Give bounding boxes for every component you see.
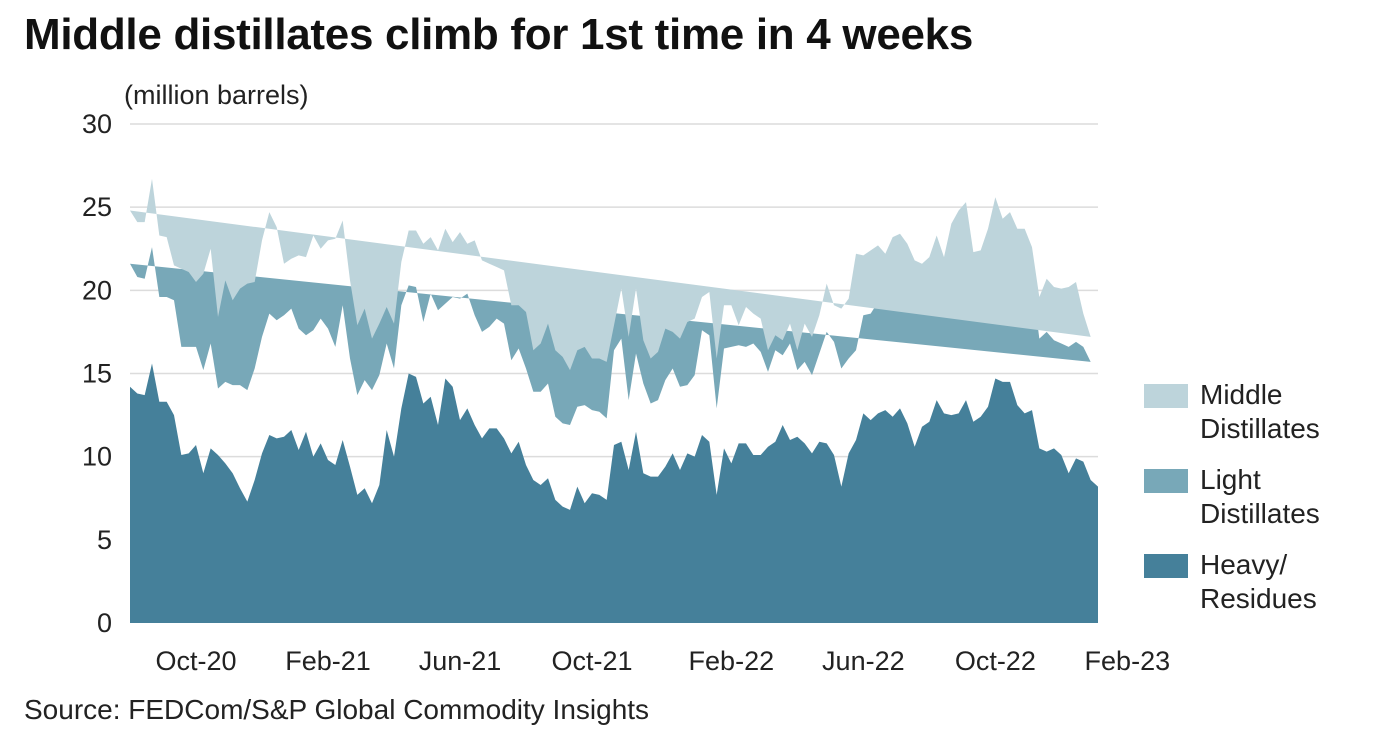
area-middle-distillates [130, 178, 1091, 371]
y-tick-label: 5 [97, 525, 112, 555]
area-heavy-residues [130, 363, 1098, 623]
x-axis-tick-labels: Oct-20 Feb-21 Jun-21 Oct-21 Feb-22 Jun-22 Oct-… [155, 646, 1170, 676]
legend-item-light-distillates: Light Distillates [1144, 463, 1370, 548]
y-tick-label: 30 [82, 109, 112, 139]
y-tick-label: 25 [82, 192, 112, 222]
legend-swatch-light-distillates [1144, 469, 1188, 493]
legend-item-middle-distillates: Middle Distillates [1144, 378, 1370, 463]
y-tick-label: 0 [97, 608, 112, 638]
legend-swatch-middle-distillates [1144, 384, 1188, 408]
y-tick-label: 20 [82, 275, 112, 305]
legend-item-heavy-residues: Heavy/Residues [1144, 548, 1370, 633]
y-tick-label: 10 [82, 442, 112, 472]
legend: Middle Distillates Light Distillates Heavy… [1144, 378, 1370, 633]
legend-swatch-heavy-residues [1144, 554, 1188, 578]
chart-title: Middle distillates climb for 1st time in… [24, 10, 974, 59]
x-tick-label-oct-20: Oct-20 [155, 646, 236, 676]
area-series [130, 178, 1098, 623]
x-tick-label-feb-21: Feb-21 [285, 646, 371, 676]
x-tick-label-oct-21: Oct-21 [551, 646, 632, 676]
x-tick-label-jun-22: Jun-22 [822, 646, 905, 676]
x-tick-label-feb-22: Feb-22 [689, 646, 775, 676]
legend-label-light-distillates: Light Distillates [1200, 464, 1320, 529]
x-tick-label-oct-22: Oct-22 [955, 646, 1036, 676]
y-axis-tick-labels: 0 5 10 15 20 25 30 [82, 109, 112, 638]
legend-label-middle-distillates: Middle Distillates [1200, 379, 1320, 444]
y-axis-unit-label: (million barrels) [124, 80, 309, 110]
x-tick-label-jun-21: Jun-21 [419, 646, 502, 676]
source-note: Source: FEDCom/S&P Global Commodity Insi… [24, 694, 650, 725]
legend-label-heavy-residues: Heavy/Residues [1200, 549, 1317, 614]
y-tick-label: 15 [82, 359, 112, 389]
x-tick-label-feb-23: Feb-23 [1085, 646, 1171, 676]
